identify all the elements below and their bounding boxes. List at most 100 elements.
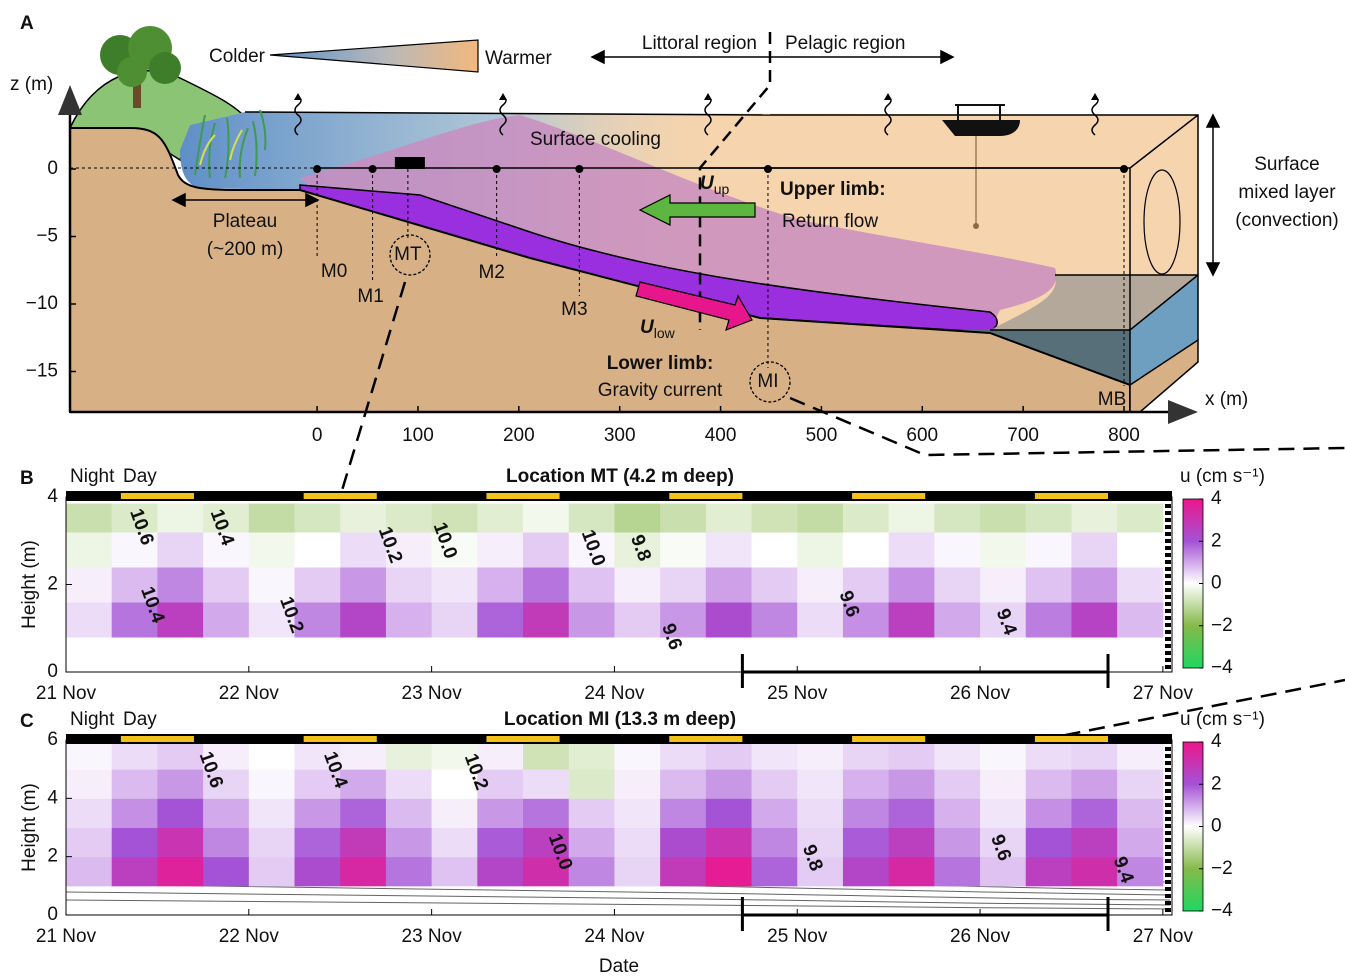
heat-cell [569, 798, 615, 828]
heat-cell [706, 504, 752, 533]
heat-cell [889, 828, 935, 858]
heat-cell [1026, 567, 1072, 603]
heat-cell [66, 798, 112, 828]
heat-cell [1071, 769, 1117, 799]
heat-cell [66, 857, 112, 887]
mooring-label: M0 [321, 261, 347, 282]
x-tick-label: 600 [906, 425, 938, 446]
heat-cell [66, 504, 112, 533]
mooring-label: M2 [478, 262, 504, 283]
heat-cell [569, 769, 615, 799]
heat-cell [1026, 532, 1072, 568]
heat-cell [1117, 567, 1163, 603]
heat-cell [477, 567, 523, 603]
colorbar-tick-label: 4 [1211, 731, 1222, 752]
heat-cell [432, 567, 478, 603]
heat-cell [934, 798, 980, 828]
heat-cell [889, 602, 935, 638]
heat-cell [752, 828, 798, 858]
x-tick-label: 22 Nov [219, 683, 280, 704]
day-bar [1035, 493, 1108, 499]
heat-cell [203, 798, 249, 828]
heat-cell [203, 602, 249, 638]
gradient-label: Colder [209, 46, 266, 67]
heat-cell [706, 567, 752, 603]
colorbar-tick-label: −2 [1211, 615, 1233, 636]
heat-cell [1071, 504, 1117, 533]
mooring-dot [369, 165, 377, 173]
flow-symbol-subscript: low [654, 325, 676, 341]
heat-cell [614, 504, 660, 533]
region-label: Littoral region [642, 33, 757, 54]
heat-cell [889, 798, 935, 828]
heat-cell [523, 798, 569, 828]
heat-cell [295, 857, 341, 887]
mooring-label: MI [757, 371, 778, 392]
heat-cell [1026, 828, 1072, 858]
heat-cell [980, 769, 1026, 799]
heat-cell [843, 740, 889, 770]
legend-night: Night [70, 466, 115, 487]
heat-cell [340, 602, 386, 638]
y-axis-label: z (m) [10, 74, 53, 95]
y-tick-label: 4 [47, 787, 58, 808]
heat-cell [1117, 504, 1163, 533]
x-tick-label: 25 Nov [767, 683, 828, 704]
day-bar [669, 493, 742, 499]
heat-cell [157, 504, 203, 533]
day-bar [852, 493, 925, 499]
heat-cell [889, 532, 935, 568]
heat-cell [934, 602, 980, 638]
mooring-dot [1120, 165, 1128, 173]
heat-cell [340, 567, 386, 603]
heat-cell [340, 857, 386, 887]
heat-cell [614, 857, 660, 887]
day-bar [304, 736, 377, 742]
x-tick-label: 24 Nov [584, 683, 645, 704]
heat-cell [752, 602, 798, 638]
day-bar [486, 736, 559, 742]
heat-cell [614, 798, 660, 828]
y-tick-label: −5 [36, 226, 58, 247]
heat-cell [523, 740, 569, 770]
x-tick-label: 700 [1007, 425, 1039, 446]
heat-cell [66, 532, 112, 568]
heat-cell [157, 798, 203, 828]
day-bar [669, 736, 742, 742]
heat-cell [340, 828, 386, 858]
heat-cell [523, 567, 569, 603]
flow-label: Upper limb: [780, 179, 886, 200]
colorbar-tick-label: 2 [1211, 773, 1222, 794]
colorbar-tick-label: 0 [1211, 573, 1222, 594]
heat-cell [1071, 602, 1117, 638]
y-tick-label: 0 [47, 904, 58, 925]
day-bar [121, 736, 194, 742]
mooring-label: MB [1098, 389, 1127, 410]
y-tick-label: 4 [47, 486, 58, 507]
x-axis-label: x (m) [1205, 389, 1248, 410]
heat-cell [432, 602, 478, 638]
x-tick-label: 21 Nov [36, 683, 97, 704]
heat-cell [1026, 740, 1072, 770]
mooring-dot [764, 165, 772, 173]
heat-cell [706, 857, 752, 887]
heat-cell [112, 740, 158, 770]
heat-cell [934, 532, 980, 568]
heat-cell [934, 567, 980, 603]
heat-cell [934, 740, 980, 770]
heat-cell [1071, 798, 1117, 828]
heat-cell [752, 769, 798, 799]
heat-cell [797, 740, 843, 770]
heat-cell [843, 504, 889, 533]
x-tick-label: 26 Nov [950, 683, 1011, 704]
heat-cell [843, 532, 889, 568]
x-tick-label: 27 Nov [1133, 926, 1194, 947]
y-axis-label: Height (m) [19, 540, 40, 629]
heat-cell [569, 602, 615, 638]
heat-cell [980, 740, 1026, 770]
heat-cell [660, 857, 706, 887]
heat-cell [477, 504, 523, 533]
colorbar-tick-label: −2 [1211, 858, 1233, 879]
heat-cell [340, 740, 386, 770]
heat-cell [477, 602, 523, 638]
